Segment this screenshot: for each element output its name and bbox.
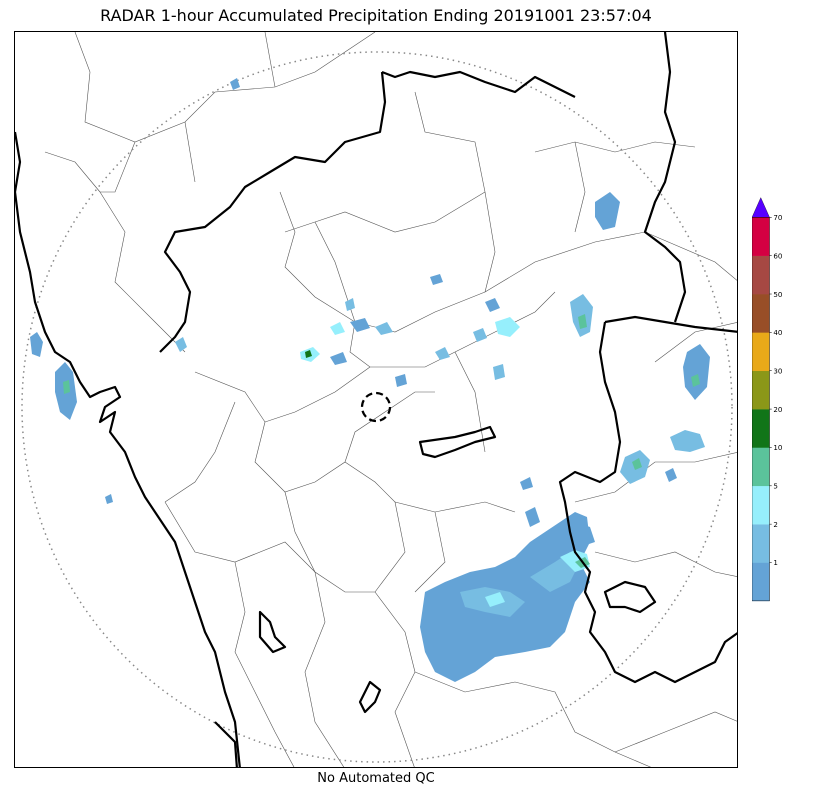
colorbar-bin bbox=[752, 370, 770, 410]
colorbar-bin bbox=[752, 217, 770, 256]
precipitation-echoes bbox=[30, 78, 710, 682]
colorbar-tick-label: 20 bbox=[773, 405, 783, 414]
colorbar-tick-label: 50 bbox=[773, 290, 783, 299]
colorbar-bin bbox=[752, 524, 770, 563]
colorbar-extend-arrow bbox=[752, 197, 770, 218]
colorbar-ticks: 1 2 5 10 20 30 40 50 60 70 bbox=[769, 213, 783, 567]
colorbar-bin bbox=[752, 255, 770, 295]
colorbar-bin bbox=[752, 332, 770, 372]
colorbar-tick-label: 30 bbox=[773, 366, 783, 375]
colorbar-tick-label: 1 bbox=[773, 558, 778, 567]
map-title: RADAR 1-hour Accumulated Precipitation E… bbox=[100, 6, 652, 25]
colorbar-bin bbox=[752, 485, 770, 525]
colorbar-bin bbox=[752, 409, 770, 448]
colorbar-bin bbox=[752, 294, 770, 333]
radar-map bbox=[14, 31, 738, 768]
radar-site-marker bbox=[360, 391, 392, 423]
district-boundaries bbox=[44, 32, 737, 767]
state-boundaries bbox=[15, 32, 737, 767]
qc-note: No Automated QC bbox=[317, 771, 435, 786]
colorbar-tick-label: 40 bbox=[773, 328, 783, 337]
colorbar-bin bbox=[752, 562, 770, 602]
range-ring bbox=[21, 51, 733, 763]
colorbar-bins bbox=[752, 217, 770, 602]
colorbar-bin bbox=[752, 447, 770, 487]
colorbar: 1 2 5 10 20 30 40 50 60 70 bbox=[752, 197, 783, 602]
colorbar-tick-label: 5 bbox=[773, 482, 778, 491]
colorbar-tick-label: 60 bbox=[773, 251, 783, 260]
colorbar-tick-label: 10 bbox=[773, 443, 783, 452]
colorbar-outline bbox=[752, 217, 770, 602]
map-canvas bbox=[15, 32, 737, 767]
colorbar-tick-label: 70 bbox=[773, 213, 783, 222]
colorbar-tick-label: 2 bbox=[773, 520, 778, 529]
